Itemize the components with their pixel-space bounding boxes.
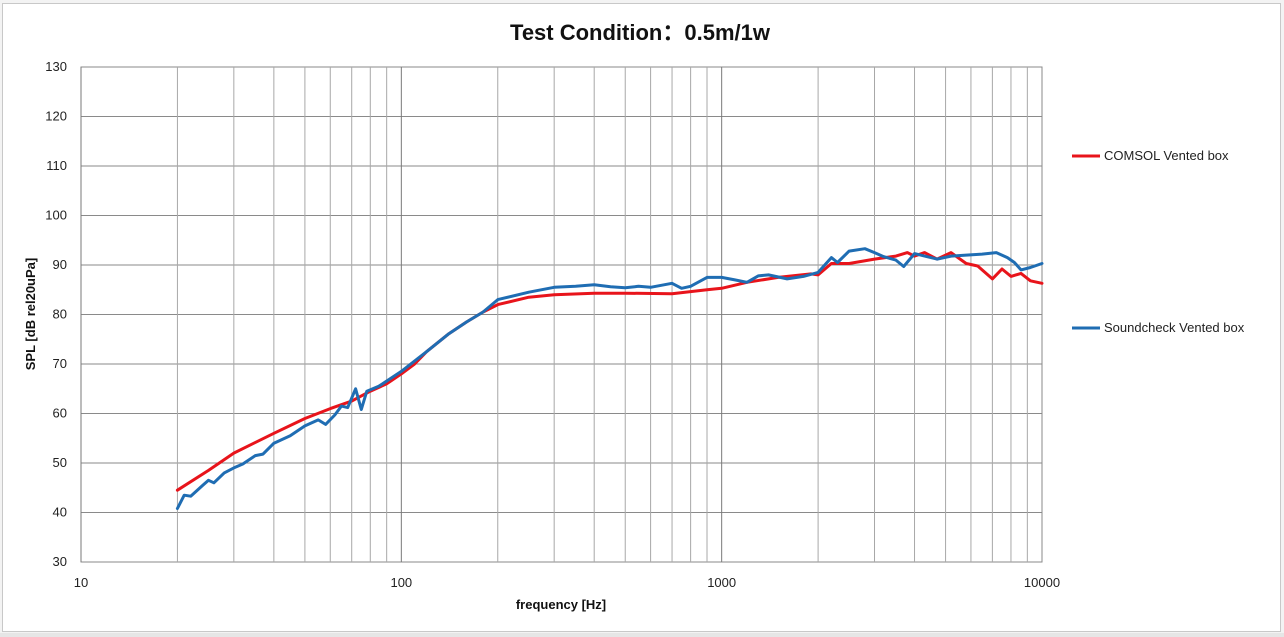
legend-label-soundcheck: Soundcheck Vented box: [1104, 320, 1245, 335]
x-tick-label: 10000: [1024, 575, 1060, 590]
x-tick-label: 10: [74, 575, 88, 590]
chart-area: [2, 3, 1281, 632]
y-tick-label: 110: [46, 158, 67, 173]
x-axis-title: frequency [Hz]: [516, 597, 606, 612]
x-tick-label: 100: [390, 575, 412, 590]
y-tick-label: 30: [53, 554, 67, 569]
legend: COMSOL Vented box Soundcheck Vented box: [1072, 148, 1245, 335]
y-tick-label: 130: [45, 59, 67, 74]
y-tick-label: 40: [53, 505, 67, 520]
y-tick-label: 90: [53, 257, 67, 272]
legend-label-comsol: COMSOL Vented box: [1104, 148, 1229, 163]
y-axis-title: SPL [dB rel20uPa]: [23, 258, 38, 370]
series-line-soundcheck: [175, 247, 1044, 510]
chart-title: Test Condition：0.5m/1w: [510, 20, 771, 45]
series-layer: [175, 247, 1044, 510]
y-tick-label: 120: [45, 109, 67, 124]
grid: [80, 66, 1043, 563]
y-tick-label: 80: [53, 307, 67, 322]
tick-labels: 30 40 50 60 70 80 90 100 110 120 130 10 100 1000 10000: [45, 59, 1060, 590]
x-tick-label: 1000: [707, 575, 736, 590]
y-tick-label: 70: [53, 356, 67, 371]
series-line-comsol: [175, 251, 1044, 492]
y-tick-label: 60: [53, 406, 67, 421]
y-tick-label: 100: [45, 208, 67, 223]
y-tick-label: 50: [53, 455, 67, 470]
spreadsheet-background: [0, 633, 1284, 637]
